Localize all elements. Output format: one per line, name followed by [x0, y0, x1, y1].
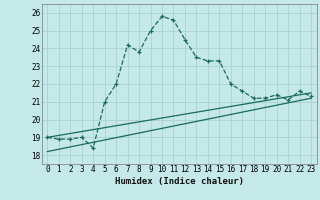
X-axis label: Humidex (Indice chaleur): Humidex (Indice chaleur)	[115, 177, 244, 186]
